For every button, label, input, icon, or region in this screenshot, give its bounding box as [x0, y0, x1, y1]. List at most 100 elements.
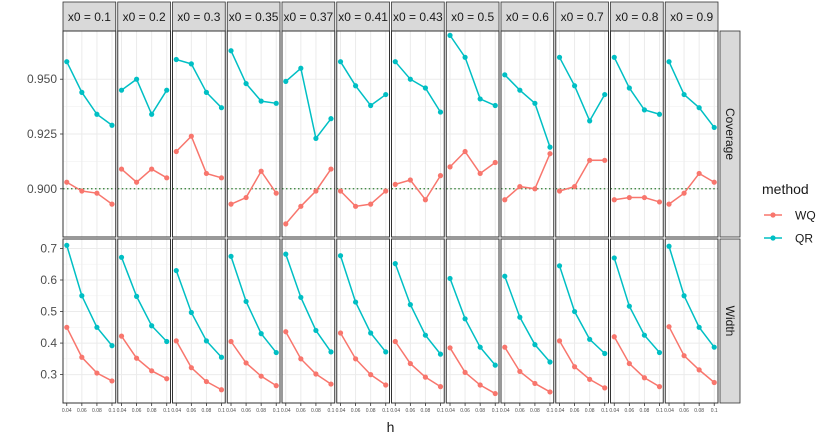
x-tick-label: 0.06: [624, 408, 634, 414]
facet-strip-label: x0 = 0.7: [561, 10, 604, 24]
data-point: [164, 87, 170, 93]
data-point: [656, 349, 663, 356]
legend-key-point: [770, 235, 776, 241]
panel-background: [117, 239, 171, 403]
data-point: [392, 261, 398, 267]
data-point: [477, 382, 483, 388]
facet-strip-label: x0 = 0.41: [338, 10, 388, 24]
facet-strip: [610, 1, 664, 32]
facet-strip: [336, 1, 390, 32]
data-point: [64, 324, 70, 330]
panel-background: [501, 239, 554, 403]
data-point: [711, 124, 717, 131]
data-point: [532, 100, 538, 106]
data-point: [149, 368, 155, 374]
data-point: [273, 349, 279, 356]
data-point: [258, 168, 264, 174]
data-point: [94, 370, 100, 376]
x-tick-label: 0.08: [530, 408, 540, 414]
series-line: [614, 196, 660, 203]
data-point: [502, 344, 508, 350]
data-point: [328, 381, 334, 387]
data-point: [64, 242, 70, 248]
row-strip: [719, 238, 741, 404]
data-point: [696, 324, 702, 330]
x-tick-label: 0.1: [656, 408, 663, 414]
x-tick-label: 0.04: [390, 408, 400, 414]
data-point: [392, 338, 398, 345]
data-point: [352, 83, 359, 89]
data-point: [502, 273, 508, 279]
panel-border: [610, 238, 664, 404]
data-point: [626, 85, 632, 91]
data-point: [547, 151, 553, 157]
data-point: [547, 144, 553, 150]
facet-strip-label: x0 = 0.35: [229, 10, 279, 24]
x-tick-label: 0.08: [92, 408, 102, 414]
data-point: [188, 61, 194, 67]
panel-border: [445, 238, 500, 404]
panel-border: [555, 30, 609, 238]
x-tick-label: 0.1: [382, 408, 389, 414]
series-line: [121, 168, 168, 184]
facet-strip-label: x0 = 0.8: [615, 10, 658, 24]
data-point: [243, 194, 249, 201]
data-point: [611, 54, 617, 60]
series-line: [504, 275, 551, 363]
data-point: [696, 367, 702, 373]
data-point: [447, 345, 453, 351]
data-point: [258, 331, 264, 337]
x-tick-label: 0.08: [694, 408, 704, 414]
data-point: [94, 190, 100, 196]
series-line: [668, 61, 715, 128]
series-line: [339, 190, 387, 208]
panel-background: [172, 239, 226, 403]
data-point: [133, 76, 140, 82]
series-line: [121, 78, 168, 116]
data-point: [383, 188, 389, 194]
panel-background: [336, 239, 390, 403]
series-line: [339, 61, 387, 107]
data-point: [298, 294, 304, 300]
x-tick-label: 0.08: [640, 408, 650, 414]
panel-border: [117, 238, 171, 404]
data-point: [517, 87, 523, 93]
panel-border: [226, 30, 281, 238]
data-point: [696, 105, 702, 111]
data-point: [462, 54, 468, 60]
series-line: [668, 246, 715, 348]
x-tick-label: 0.04: [664, 408, 674, 414]
data-point: [711, 179, 717, 185]
data-point: [532, 342, 538, 348]
data-point: [173, 338, 179, 344]
series-line: [285, 331, 332, 385]
data-point: [228, 338, 234, 345]
data-point: [447, 32, 453, 38]
series-line: [449, 150, 496, 175]
x-tick-label: 0.04: [171, 408, 181, 414]
data-point: [611, 255, 617, 261]
data-point: [502, 72, 508, 78]
panel-border: [62, 30, 117, 238]
x-tick-label: 0.08: [366, 408, 376, 414]
panel-border: [664, 238, 719, 404]
data-point: [587, 118, 593, 124]
data-point: [228, 253, 234, 259]
y-tick-label: 0.4: [40, 336, 57, 350]
legend-key-point: [770, 212, 776, 218]
x-tick-label: 0.04: [500, 408, 510, 414]
data-point: [477, 96, 483, 102]
x-tick-label: 0.1: [711, 408, 718, 414]
panel-border: [500, 30, 555, 238]
series-line: [120, 257, 168, 343]
series-line: [176, 58, 223, 109]
panel-border: [445, 30, 500, 238]
data-point: [626, 360, 632, 367]
x-tick-label: 0.08: [147, 408, 157, 414]
data-point: [602, 385, 608, 391]
data-point: [532, 380, 538, 387]
data-point: [711, 379, 717, 386]
y-tick-label: 0.6: [40, 273, 57, 287]
data-point: [517, 183, 523, 190]
data-point: [188, 309, 194, 316]
